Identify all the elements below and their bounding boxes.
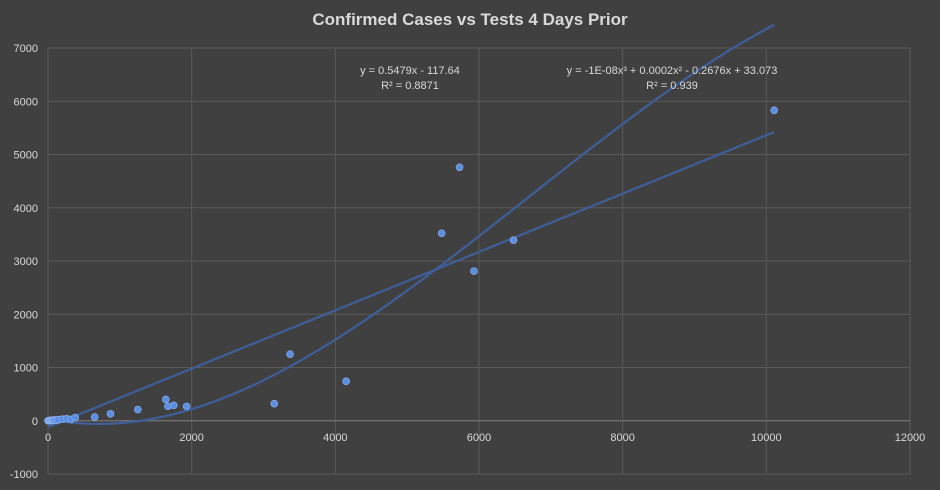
y-tick-label: 7000: [14, 43, 38, 55]
x-tick-label: 4000: [323, 432, 347, 444]
linear-trendline-r2: R² = 0.8871: [381, 80, 439, 92]
grid: [47, 47, 911, 475]
data-point: [182, 402, 191, 411]
chart-title: Confirmed Cases vs Tests 4 Days Prior: [312, 10, 628, 29]
y-tick-label: 4000: [14, 203, 38, 215]
trendlines: [47, 23, 775, 429]
data-point: [162, 395, 170, 404]
x-tick-label: 6000: [467, 432, 491, 444]
y-tick-label: -1000: [10, 469, 38, 481]
data-point: [470, 267, 478, 275]
data-point: [770, 106, 779, 115]
y-tick-label: 1000: [14, 363, 38, 375]
polynomial-trendline: [47, 23, 775, 426]
x-tick-label: 12000: [895, 432, 926, 444]
data-points: [44, 106, 779, 425]
x-tick-label: 10000: [751, 432, 782, 444]
data-point: [455, 163, 464, 172]
data-point: [270, 399, 279, 408]
data-point: [342, 377, 350, 386]
data-point: [106, 410, 115, 418]
x-tick-label: 0: [45, 432, 51, 444]
data-point: [169, 401, 178, 410]
y-tick-label: 5000: [14, 150, 38, 162]
y-tick-label: 2000: [14, 309, 38, 321]
x-tick-label: 2000: [179, 432, 203, 444]
data-point: [90, 413, 99, 421]
data-point: [286, 350, 294, 358]
x-tick-label: 8000: [610, 432, 634, 444]
linear-trendline: [47, 131, 775, 429]
polynomial-trendline-r2: R² = 0.939: [646, 80, 698, 92]
data-point: [71, 413, 80, 422]
data-point: [133, 405, 142, 414]
polynomial-trendline-equation: y = -1E-08x³ + 0.0002x² - 0.2676x + 33.0…: [567, 65, 778, 77]
y-tick-label: 0: [32, 416, 38, 428]
y-tick-label: 6000: [14, 96, 38, 108]
data-point: [437, 229, 446, 238]
tick-labels: -1000 0 1000 2000 3000 4000 5000 6000 7000 0 2000 4…: [10, 43, 925, 481]
y-tick-label: 3000: [14, 256, 38, 268]
linear-trendline-equation: y = 0.5479x - 117.64: [360, 65, 460, 77]
data-point: [509, 236, 518, 245]
